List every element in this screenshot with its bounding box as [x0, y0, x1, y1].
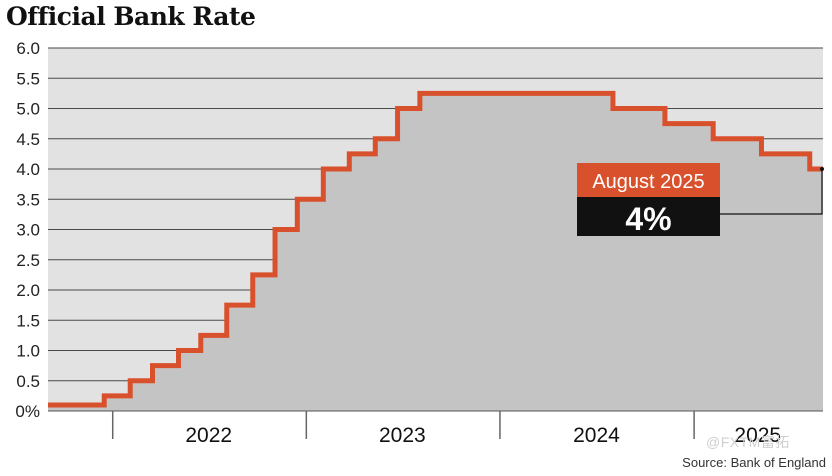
y-tick-label: 2.0	[16, 281, 40, 300]
annotation-label-box	[577, 163, 720, 197]
x-tick-label: 2025	[734, 424, 781, 447]
annotation-value: 4%	[625, 201, 671, 237]
annotation-label: August 2025	[592, 171, 704, 193]
y-tick-label: 4.0	[16, 160, 40, 179]
annotation-leader	[720, 169, 823, 215]
x-axis: 2022 2023 2024 2025	[48, 410, 823, 447]
y-tick-label: 0.5	[16, 372, 40, 391]
y-tick-label: 3.0	[16, 221, 40, 240]
y-tick-label: 4.5	[16, 130, 40, 149]
annotation-value-box	[577, 197, 720, 236]
y-tick-label: 5.0	[16, 100, 40, 119]
y-tick-label: 0%	[15, 402, 40, 421]
y-tick-label: 6.0	[16, 39, 40, 58]
chart-title: Official Bank Rate	[6, 2, 256, 31]
y-tick-label: 1.0	[16, 342, 40, 361]
x-tick-label: 2023	[379, 424, 426, 447]
annotation: August 2025 4%	[577, 163, 824, 237]
watermark: @FXTM富拓	[706, 434, 790, 450]
source-note: Source: Bank of England	[682, 455, 826, 470]
x-tick-label: 2022	[185, 424, 232, 447]
y-tick-label: 3.5	[16, 190, 40, 209]
rate-step-line	[48, 90, 823, 408]
y-tick-label: 1.5	[16, 311, 40, 330]
y-tick-label: 5.5	[16, 69, 40, 88]
y-tick-label: 2.5	[16, 251, 40, 270]
y-axis-ticks: 0% 0.5 1.0 1.5 2.0 2.5 3.0 3.5 4.0 4.5 5.0 5.5 6.0	[15, 39, 40, 421]
x-tick-label: 2024	[573, 424, 620, 447]
